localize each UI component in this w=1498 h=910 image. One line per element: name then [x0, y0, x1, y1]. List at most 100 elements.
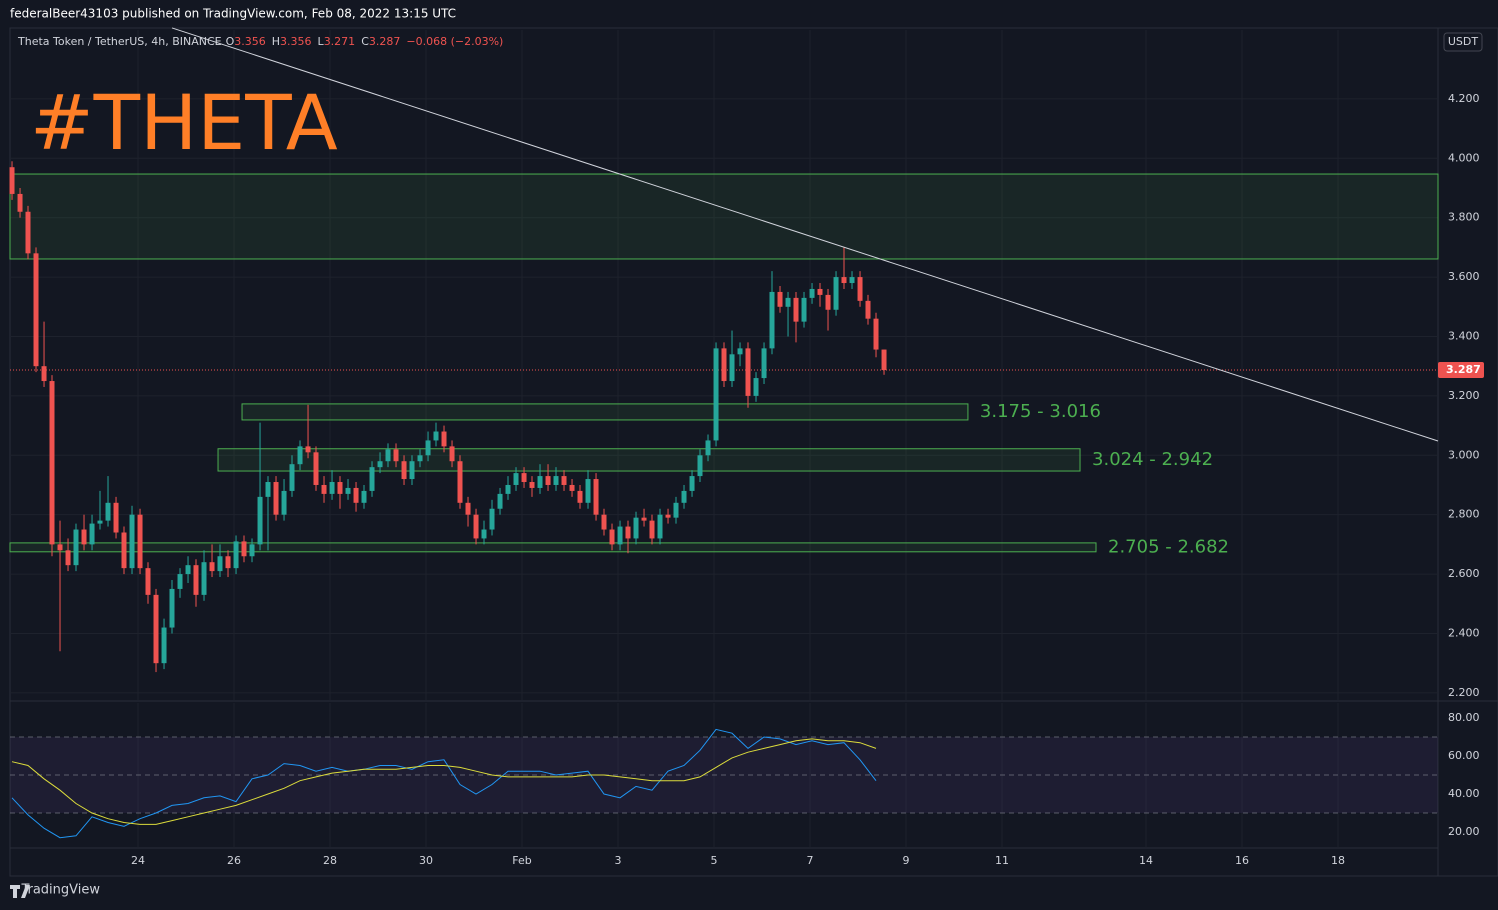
- candle-body: [281, 490, 287, 515]
- candle-body: [49, 381, 55, 545]
- x-tick-label: 28: [323, 854, 337, 867]
- candle-body: [185, 565, 191, 575]
- candle-body: [425, 440, 431, 456]
- x-tick-label: 3: [615, 854, 622, 867]
- candle-body: [369, 467, 375, 491]
- candle-body: [705, 440, 711, 456]
- legend-key: C: [361, 35, 369, 48]
- candle-body: [593, 479, 599, 515]
- candle-body: [537, 476, 543, 488]
- last-price-label: 3.287: [1446, 363, 1481, 376]
- brand-logo[interactable]: [10, 885, 30, 898]
- candle-body: [497, 493, 503, 509]
- x-tick-label: Feb: [512, 854, 531, 867]
- candle-body: [361, 490, 367, 503]
- candle-body: [345, 487, 351, 494]
- candle-body: [833, 277, 839, 310]
- candle-body: [393, 449, 399, 462]
- y-tick-label: 4.000: [1448, 151, 1480, 164]
- candle-body: [545, 476, 551, 485]
- zone-label: 2.705 - 2.682: [1108, 536, 1229, 557]
- candle-body: [625, 526, 631, 539]
- candle-body: [721, 348, 727, 382]
- chart-title: #THETA: [30, 78, 338, 167]
- zone: [9, 173, 1439, 260]
- candle-body: [617, 526, 623, 545]
- candle-body: [777, 291, 783, 307]
- candle-body: [217, 556, 223, 572]
- publisher: federalBeer43103 published on TradingVie…: [10, 7, 456, 21]
- y-tick-label: 3.400: [1448, 329, 1480, 342]
- candle-body: [169, 588, 175, 628]
- x-tick-label: 7: [807, 854, 814, 867]
- candle-body: [729, 354, 735, 382]
- candle-body: [433, 431, 439, 441]
- candle-body: [569, 484, 575, 491]
- candle-body: [97, 520, 103, 524]
- candle-body: [681, 490, 687, 503]
- legend-key: O: [226, 35, 235, 48]
- candle-body: [521, 473, 527, 483]
- y-tick-label: 3.000: [1448, 448, 1480, 461]
- candle-body: [353, 487, 359, 503]
- candle-body: [633, 517, 639, 539]
- candle-body: [105, 502, 111, 521]
- candle-body: [561, 476, 567, 485]
- candle-body: [329, 482, 335, 494]
- candle-body: [241, 541, 247, 557]
- candle-body: [657, 514, 663, 539]
- candle-body: [745, 348, 751, 396]
- candle-body: [505, 484, 511, 494]
- candle-body: [769, 291, 775, 349]
- candle-body: [689, 476, 695, 491]
- candle-body: [609, 529, 615, 545]
- candle-body: [825, 294, 831, 310]
- candle-body: [665, 514, 671, 518]
- y-tick-label: 2.400: [1448, 626, 1480, 639]
- candle-body: [585, 479, 591, 503]
- candle-body: [465, 502, 471, 515]
- currency-button[interactable]: [1443, 32, 1483, 52]
- candle-body: [649, 520, 655, 539]
- candle-body: [857, 277, 863, 301]
- candle-body: [233, 541, 239, 569]
- candle-body: [265, 482, 271, 497]
- candle-body: [601, 514, 607, 530]
- grid: [10, 30, 1438, 848]
- rsi-tick-label: 20.00: [1448, 825, 1480, 838]
- currency[interactable]: USDT: [1448, 35, 1479, 48]
- candle-body: [577, 490, 583, 503]
- legend-value: 3.287: [369, 35, 401, 48]
- candle-body: [129, 514, 135, 569]
- rsi-line: [11, 728, 877, 839]
- rsi-tick-label: 40.00: [1448, 787, 1480, 800]
- legend: Theta Token / TetherUS, 4h, BINANCE O3.35…: [17, 35, 503, 48]
- brand[interactable]: TradingView: [20, 883, 100, 898]
- candle-body: [177, 574, 183, 589]
- y-tick-label: 2.200: [1448, 686, 1480, 699]
- candle-body: [57, 544, 63, 551]
- candle-body: [305, 446, 311, 453]
- x-tick-label: 30: [419, 854, 433, 867]
- candle-body: [73, 529, 79, 566]
- candle-body: [321, 484, 327, 494]
- candle-body: [297, 446, 303, 465]
- candle-body: [41, 366, 47, 382]
- candle-body: [417, 455, 423, 462]
- candle-body: [457, 461, 463, 503]
- candle-body: [513, 473, 519, 485]
- candle-body: [193, 565, 199, 595]
- candle-body: [793, 297, 799, 322]
- y-tick-label: 3.200: [1448, 389, 1480, 402]
- trendline: [171, 27, 1439, 442]
- candle-body: [225, 556, 231, 569]
- x-tick-label: 26: [227, 854, 241, 867]
- legend-value: 3.356: [234, 35, 266, 48]
- legend-change: −0.068 (−2.03%): [406, 35, 503, 48]
- candle-body: [313, 452, 319, 485]
- rsi-tick-label: 60.00: [1448, 749, 1480, 762]
- x-tick-label: 5: [711, 854, 718, 867]
- candle-body: [449, 446, 455, 462]
- candle-body: [473, 514, 479, 539]
